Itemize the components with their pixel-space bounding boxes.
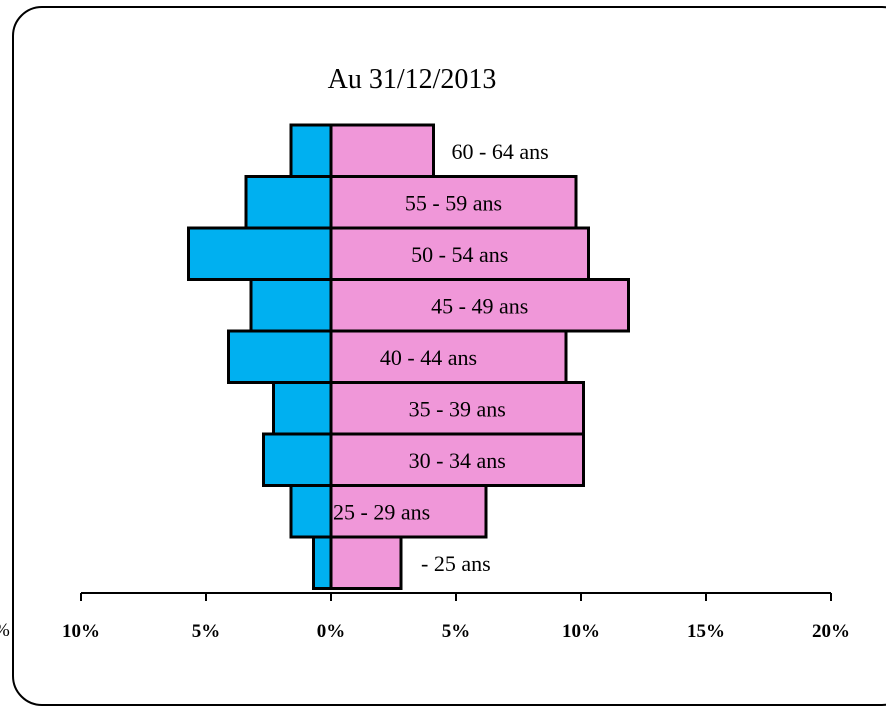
bar-label-4: 40 - 44 ans [380, 345, 477, 370]
x-tick-label-4: 10% [562, 621, 600, 642]
bar-left-8 [312, 535, 333, 590]
x-tick-label-0: 10% [62, 621, 100, 642]
bar-right-8 [329, 535, 403, 590]
bar-right-5 [329, 381, 585, 436]
bar-left-1 [244, 175, 333, 230]
population-pyramid-chart: Au 31/12/2013 % 60 - 64 ans 55 - 59 ans 50… [0, 64, 850, 642]
x-tick-label-6: 20% [812, 621, 850, 642]
bar-right-2 [329, 226, 590, 281]
bar-right-7 [329, 484, 488, 539]
x-tick-label-3: 5% [442, 621, 471, 642]
bar-label-6: 30 - 34 ans [409, 448, 506, 473]
x-tick-label-5: 15% [687, 621, 725, 642]
bar-right-6 [329, 432, 585, 487]
bar-label-0: 60 - 64 ans [452, 139, 549, 164]
chart-title: Au 31/12/2013 [328, 64, 497, 95]
bar-left-7 [289, 484, 333, 539]
x-tick-label-1: 5% [192, 621, 221, 642]
bar-left-5 [272, 381, 333, 436]
bar-left-4 [227, 329, 333, 384]
bar-label-1: 55 - 59 ans [405, 190, 502, 215]
bar-left-6 [262, 432, 333, 487]
stray-percent-label: % [0, 620, 10, 641]
bar-label-5: 35 - 39 ans [409, 396, 506, 421]
bar-label-7: 25 - 29 ans [333, 499, 430, 524]
bar-label-8: - 25 ans [421, 551, 491, 576]
bar-left-2 [187, 226, 333, 281]
bar-right-0 [329, 123, 435, 178]
x-tick-label-2: 0% [317, 621, 346, 642]
bar-label-3: 45 - 49 ans [431, 293, 528, 318]
bar-label-2: 50 - 54 ans [411, 242, 508, 267]
bar-left-0 [289, 123, 333, 178]
bar-left-3 [249, 278, 333, 333]
